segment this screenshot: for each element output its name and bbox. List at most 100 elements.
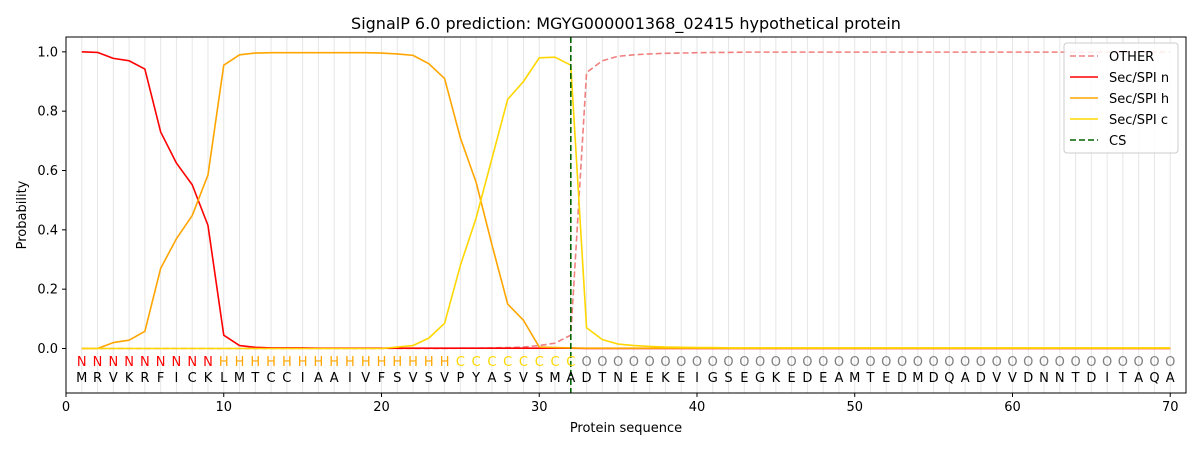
residue-letter: A [835, 371, 844, 386]
residue-letter: S [504, 371, 512, 386]
residue-letter: E [630, 371, 638, 386]
region-label: O [1039, 355, 1049, 370]
y-tick-label: 0.4 [37, 223, 58, 238]
region-label: H [361, 355, 371, 370]
x-tick-label: 50 [846, 400, 863, 415]
region-label: O [597, 355, 607, 370]
x-tick-label: 0 [62, 400, 70, 415]
y-axis-label: Probability [15, 180, 30, 249]
residue-letter: V [109, 371, 118, 386]
residue-letter: N [613, 371, 623, 386]
x-tick-label: 30 [531, 400, 548, 415]
region-label: H [424, 355, 434, 370]
region-label: O [1070, 355, 1080, 370]
residue-letter: K [661, 371, 670, 386]
residue-letter: D [976, 371, 986, 386]
grid-lines [81, 37, 1171, 393]
residue-letter: C [282, 371, 291, 386]
region-label: H [266, 355, 276, 370]
legend: OTHER Sec/SPI n Sec/SPI h Sec/SPI c CS [1063, 42, 1179, 154]
residue-letter: T [866, 371, 875, 386]
residue-letter: Q [1149, 371, 1159, 386]
region-label: C [519, 355, 528, 370]
residue-letter: I [301, 371, 305, 386]
region-label: O [755, 355, 765, 370]
chart-title: SignalP 6.0 prediction: MGYG000001368_02… [351, 14, 901, 34]
residue-letter: D [802, 371, 812, 386]
residue-letter: Y [471, 371, 480, 386]
region-label: O [629, 355, 639, 370]
residue-letter: V [1008, 371, 1017, 386]
region-label: H [345, 355, 355, 370]
region-label: O [1086, 355, 1096, 370]
residue-letter: F [157, 371, 164, 386]
residue-letter: D [897, 371, 907, 386]
region-label: N [187, 355, 197, 370]
region-label: O [834, 355, 844, 370]
region-label: O [897, 355, 907, 370]
region-label: O [976, 355, 986, 370]
region-label: O [1023, 355, 1033, 370]
x-tick-label: 70 [1162, 400, 1179, 415]
residue-letter: M [549, 371, 560, 386]
series-line-other [81, 51, 1171, 350]
region-label: O [992, 355, 1002, 370]
region-label: O [1007, 355, 1017, 370]
region-label: H [235, 355, 245, 370]
residue-letter: M [849, 371, 860, 386]
residue-letter: V [440, 371, 449, 386]
residue-letter: T [1071, 371, 1080, 386]
region-label: O [739, 355, 749, 370]
region-label: O [613, 355, 623, 370]
residue-letter: E [788, 371, 796, 386]
legend-box [1063, 42, 1179, 154]
x-tick-label: 40 [689, 400, 706, 415]
residue-letter: A [1166, 371, 1175, 386]
legend-label: Sec/SPI c [1109, 113, 1168, 128]
region-label: H [329, 355, 339, 370]
residue-letter: E [882, 371, 890, 386]
region-label: H [377, 355, 387, 370]
region-label: O [913, 355, 923, 370]
region-label: C [535, 355, 544, 370]
residue-letter: A [487, 371, 496, 386]
residue-letter: E [740, 371, 748, 386]
residue-letter: C [188, 371, 197, 386]
residue-letter: V [519, 371, 528, 386]
region-label: O [723, 355, 733, 370]
region-label: N [77, 355, 87, 370]
region-label: O [771, 355, 781, 370]
region-label: O [802, 355, 812, 370]
residue-letter: V [409, 371, 418, 386]
region-label: H [219, 355, 229, 370]
region-label: N [172, 355, 182, 370]
region-label: H [298, 355, 308, 370]
region-label: O [1102, 355, 1112, 370]
region-label: O [960, 355, 970, 370]
x-tick-label: 20 [373, 400, 390, 415]
region-label: N [124, 355, 134, 370]
region-label: O [708, 355, 718, 370]
region-label: O [1134, 355, 1144, 370]
region-label: N [140, 355, 150, 370]
plot-frame [65, 36, 1187, 394]
residue-letter: Q [944, 371, 954, 386]
residue-letter: E [646, 371, 654, 386]
region-label: H [392, 355, 402, 370]
x-tick-label: 10 [215, 400, 232, 415]
region-label: C [503, 355, 512, 370]
y-tick-label: 0.6 [37, 164, 58, 179]
series-line-sec-spi-c [81, 56, 1171, 350]
region-label: O [881, 355, 891, 370]
y-tick-label: 0.8 [37, 105, 58, 120]
region-label: O [581, 355, 591, 370]
residue-letter: N [1039, 371, 1049, 386]
region-label: C [456, 355, 465, 370]
region-label: O [865, 355, 875, 370]
residue-letter: M [76, 371, 87, 386]
residue-letter: M [912, 371, 923, 386]
series-line-sec-spi-n [81, 51, 1171, 350]
series-line-sec-spi-h [81, 51, 1171, 350]
residue-letter: E [819, 371, 827, 386]
region-label: O [1149, 355, 1159, 370]
